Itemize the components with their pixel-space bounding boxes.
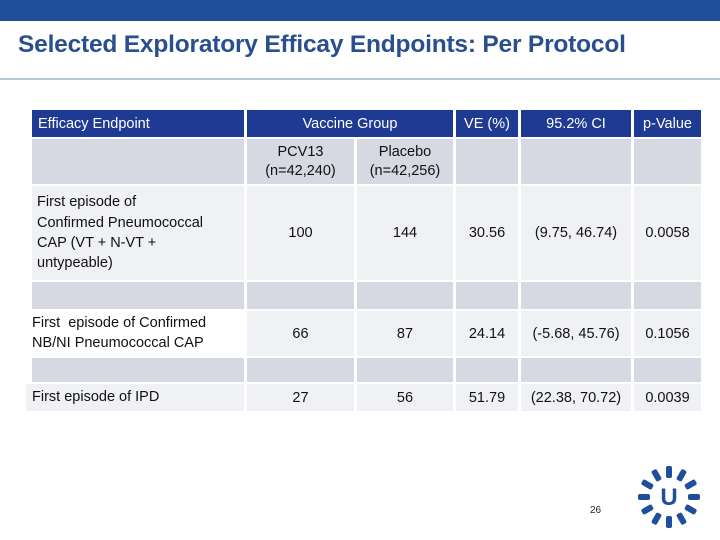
row2-endpoint: First episode of Confirmed NB/NI Pneumoc… (26, 311, 244, 356)
row3-placebo: 56 (357, 384, 453, 411)
pcv13-n: (n=42,240) (265, 162, 336, 179)
separator-band (634, 282, 701, 309)
row2-ci: (-5.68, 45.76) (521, 311, 631, 356)
row2-endpoint-line: First episode of Confirmed (32, 314, 207, 331)
subheader-ci-blank (521, 139, 631, 184)
separator-band (357, 282, 453, 309)
separator-band (32, 358, 244, 382)
placebo-label: Placebo (378, 144, 432, 161)
row2-placebo: 87 (357, 311, 453, 356)
row2-endpoint-line: NB/NI Pneumococcal CAP (32, 334, 204, 351)
separator-band (357, 358, 453, 382)
row1-ve: 30.56 (456, 186, 518, 280)
row2-p-value: 0.1056 (634, 311, 701, 356)
separator-band (32, 282, 244, 309)
row3-endpoint: First episode of IPD (26, 384, 244, 411)
subheader-pcv13: PCV13 (n=42,240) (247, 139, 354, 184)
separator-band (247, 358, 354, 382)
separator-band (456, 358, 518, 382)
row1-endpoint-line: First episode of (37, 194, 137, 211)
row3-endpoint-line: First episode of IPD (32, 389, 160, 406)
row1-pcv13: 100 (247, 186, 354, 280)
subheader-blank (32, 139, 244, 184)
placebo-n: (n=42,256) (369, 162, 441, 179)
header-ve: VE (%) (456, 110, 518, 137)
separator-band (521, 358, 631, 382)
row3-ve: 51.79 (456, 384, 518, 411)
row1-endpoint-line: CAP (VT + N-VT + (37, 235, 157, 251)
row1-p-value: 0.0058 (634, 186, 701, 280)
header-ci: 95.2% CI (521, 110, 631, 137)
subheader-ve-blank (456, 139, 518, 184)
subheader-p-blank (634, 139, 701, 184)
separator-band (634, 358, 701, 382)
slide-title: Selected Exploratory Efficay Endpoints: … (18, 31, 626, 58)
separator-band (247, 282, 354, 309)
row1-endpoint-line: Confirmed Pneumococcal (37, 214, 204, 231)
row3-p-value: 0.0039 (634, 384, 701, 411)
subheader-placebo: Placebo (n=42,256) (357, 139, 453, 184)
row2-pcv13: 66 (247, 311, 354, 356)
header-vaccine-group: Vaccine Group (247, 110, 453, 137)
header-efficacy-endpoint: Efficacy Endpoint (32, 110, 244, 137)
separator-band (521, 282, 631, 309)
header-p-value: p-Value (634, 110, 701, 137)
row3-pcv13: 27 (247, 384, 354, 411)
row1-ci: (9.75, 46.74) (521, 186, 631, 280)
row1-endpoint-line: untypeable) (37, 255, 113, 272)
logo-letter: U (660, 484, 677, 511)
university-logo-icon: U (638, 466, 700, 528)
separator-band (456, 282, 518, 309)
row1-placebo: 144 (357, 186, 453, 280)
row2-ve: 24.14 (456, 311, 518, 356)
page-number: 26 (590, 505, 602, 516)
title-divider (0, 78, 720, 80)
top-header-bar (0, 0, 720, 21)
pcv13-label: PCV13 (277, 144, 324, 161)
row3-ci: (22.38, 70.72) (521, 384, 631, 411)
row1-endpoint: First episode of Confirmed Pneumococcal … (32, 186, 244, 280)
